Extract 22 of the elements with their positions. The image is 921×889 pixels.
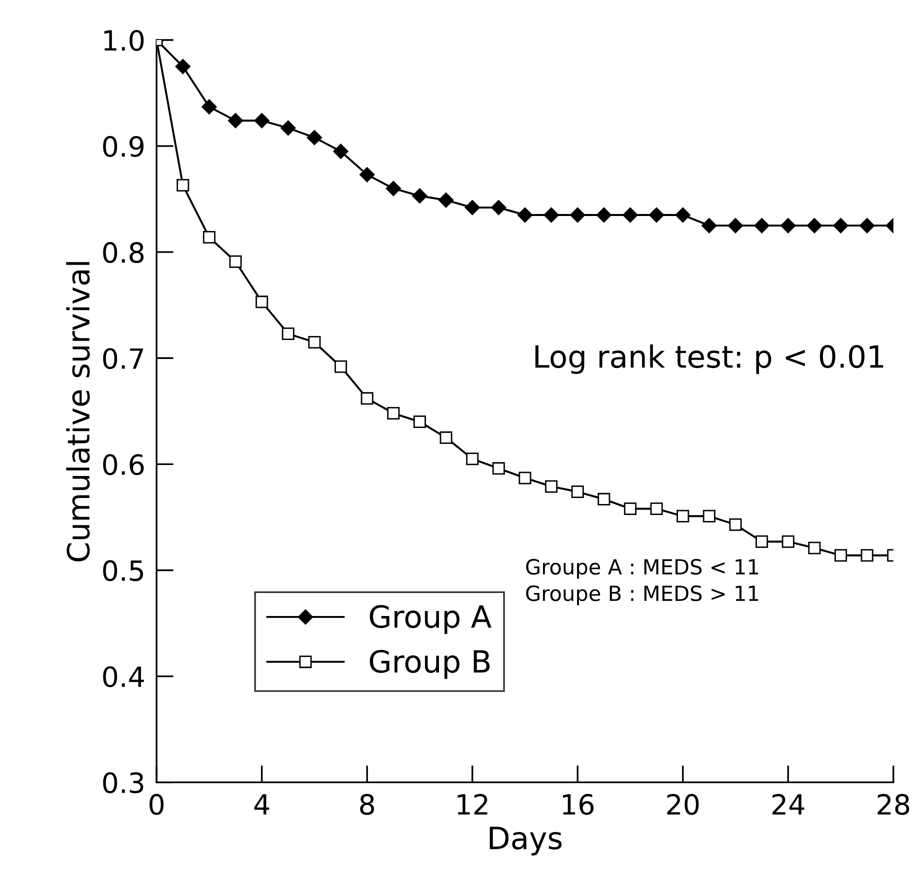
annotation: Groupe A : MEDS < 11 Groupe B : MEDS > 11 xyxy=(526,558,758,606)
y-tick-label: 0.7 xyxy=(103,348,144,370)
x-tick-label: 24 xyxy=(772,794,804,815)
y-tick-label: 0.8 xyxy=(103,242,144,264)
y-tick-label: 0.4 xyxy=(103,666,144,688)
y-tick-label: 0.6 xyxy=(103,454,144,476)
annotation: Log rank test: p < 0.01 xyxy=(535,344,884,374)
x-tick-label: 8 xyxy=(360,794,374,815)
x-tick-label: 4 xyxy=(254,794,270,815)
legend-label: Group A xyxy=(370,604,492,634)
y-tick-label: 0.9 xyxy=(103,136,144,157)
x-axis-title: Days xyxy=(490,826,562,856)
y-tick-label: 0.3 xyxy=(103,772,144,794)
y-axis-title: Cumulative survival xyxy=(66,262,90,562)
x-tick-label: 0 xyxy=(150,794,164,815)
y-tick-label: 0.5 xyxy=(103,560,144,582)
x-tick-label: 28 xyxy=(878,794,910,815)
x-tick-label: 16 xyxy=(562,794,594,815)
x-tick-label: 12 xyxy=(458,794,488,815)
legend-label: Group B xyxy=(370,650,490,679)
x-tick-label: 20 xyxy=(667,794,699,815)
y-tick-label: 1.0 xyxy=(104,30,144,51)
